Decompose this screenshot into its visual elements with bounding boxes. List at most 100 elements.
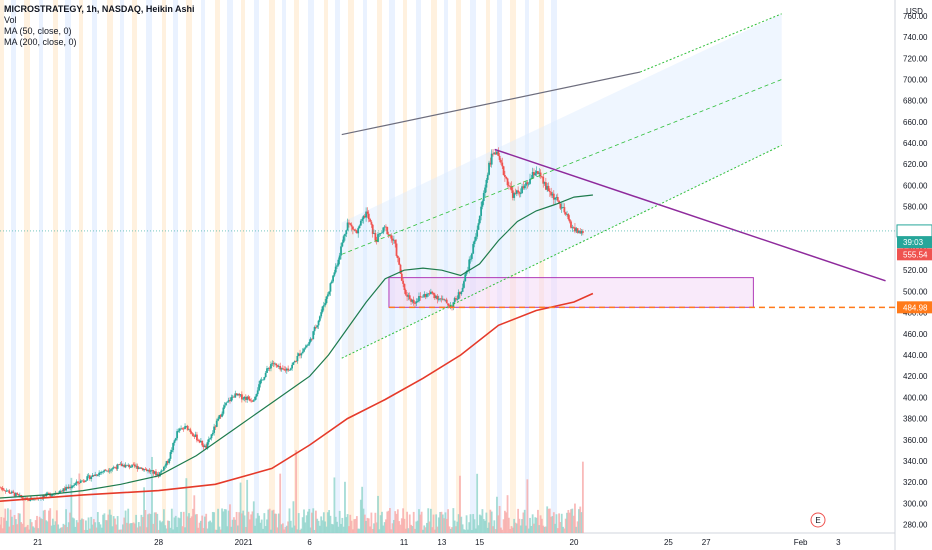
volume-bar [337,526,340,533]
currency-label: USD [906,7,923,16]
volume-bar [370,512,373,533]
volume-bar [304,522,307,533]
session-stripe [120,0,124,533]
candle-body [522,186,525,189]
volume-bar [477,525,480,533]
candle-body [214,426,217,428]
volume-bar [14,519,17,533]
volume-bar [184,527,186,533]
candle-body [463,281,465,288]
candle-body [160,470,163,473]
volume-bar [233,517,235,533]
candle-body [449,305,452,307]
candle-body [567,214,570,220]
candle-body [79,480,82,484]
volume-bar [161,521,164,533]
volume-bar [10,516,13,533]
volume-bar [522,512,525,533]
time-tick-label: 6 [307,538,312,547]
volume-bar [350,520,353,533]
candle-body [486,174,489,180]
time-tick-label: 27 [702,538,711,547]
candle-body [274,363,276,365]
volume-bar [451,527,453,533]
candle-body [357,228,360,234]
volume-bar [299,529,301,533]
candle-body [272,363,275,365]
volume-bar [439,511,442,533]
legend-ma50[interactable]: MA (50, close, 0) [4,26,72,36]
volume-bar [422,529,424,533]
volume-bar [62,523,65,533]
price-tick-label: 300.00 [903,499,928,508]
candle-body [21,497,24,499]
candle-body [172,442,175,451]
volume-bar [4,508,7,533]
candle-body [504,174,506,177]
candle-body [81,480,83,482]
candle-body [254,396,256,401]
volume-bar [136,527,139,533]
candle-body [141,468,144,471]
volume-bar [330,523,333,533]
time-tick-label: 28 [154,538,163,547]
volume-bar [332,524,334,533]
volume-bar [564,518,567,533]
candle-body [448,305,451,307]
volume-bar [547,508,550,533]
candle-body [370,221,373,225]
volume-bar [258,515,260,533]
volume-bar [548,508,551,533]
volume-bar [374,512,377,533]
candle-body [242,398,245,400]
volume-bar [156,513,159,533]
volume-bar [325,526,328,533]
volume-bar [398,521,401,533]
volume-bar [538,525,541,533]
volume-bar [254,525,256,533]
legend-vol[interactable]: Vol [4,15,17,25]
volume-bar [182,511,185,533]
candle-body [426,293,428,297]
candle-body [371,224,374,234]
volume-bar [342,526,345,533]
candle-body [563,207,566,213]
volume-bar [414,528,416,533]
volume-bar [432,514,435,533]
candle-body [231,396,234,398]
candle-body [28,499,30,501]
volume-bar [476,473,479,533]
session-stripe [416,0,421,533]
candle-body [432,293,435,295]
candle-body [496,151,498,155]
legend-ma200[interactable]: MA (200, close, 0) [4,37,77,47]
candle-body [328,291,331,295]
candle-body [14,493,17,497]
volume-bar [357,528,360,533]
volume-bar [20,522,23,533]
volume-bar [301,517,304,533]
candle-body [147,469,149,472]
volume-bar [213,512,216,533]
volume-bar [77,522,79,533]
candle-body [399,264,402,274]
volume-bar [314,510,317,533]
candle-body [447,303,449,306]
volume-bar [120,529,123,533]
candle-body [70,486,73,489]
volume-bar [303,509,305,533]
volume-bar [402,508,405,533]
candle-body [352,226,354,230]
candle-body [537,171,539,175]
falling-trend-line [494,148,886,282]
volume-bar [153,512,156,533]
price-tick-label: 580.00 [903,203,928,212]
candle-body [377,234,379,242]
volume-bar [266,519,268,533]
candle-body [340,246,342,256]
candle-body [457,292,460,300]
candle-body [501,162,504,167]
candle-body [423,294,426,297]
candle-body [578,230,580,233]
